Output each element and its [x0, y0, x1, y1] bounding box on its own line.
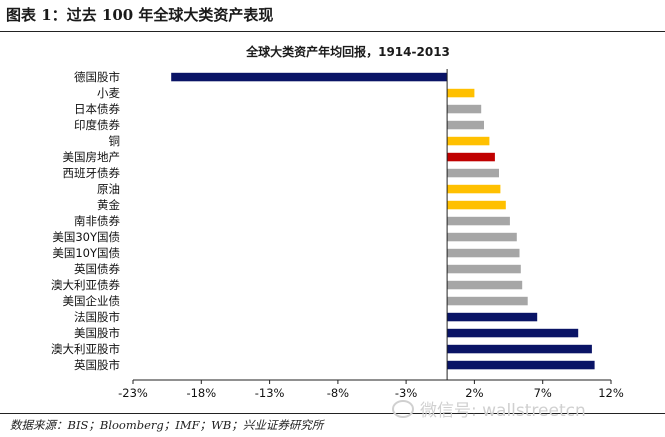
bar-10 [447, 216, 510, 226]
category-label-10: 南非债券 [74, 214, 120, 228]
x-tick-label-6: 2% [465, 386, 483, 400]
bar-8 [447, 184, 501, 194]
x-tick-label-8: 12% [598, 386, 624, 400]
category-label-6: 美国房地产 [63, 150, 121, 164]
x-tick-label-2: -18% [186, 386, 216, 400]
bar-16 [447, 312, 538, 322]
figure-title: 图表 1：过去 100 年全球大类资产表现 [6, 6, 274, 24]
x-tick-label-3: -13% [255, 386, 285, 400]
watermark-text: 微信号: wallstreetcn [420, 401, 586, 421]
bar-4 [447, 120, 484, 130]
category-label-4: 印度债券 [74, 118, 120, 132]
bar-18 [447, 344, 592, 354]
bar-17 [447, 328, 579, 338]
watermark: 微信号: wallstreetcn [392, 396, 586, 421]
x-axis: -23% -18% -13% -8% -3% 2% 7% 12% [118, 69, 624, 400]
bar-5 [447, 136, 490, 146]
category-label-11: 美国30Y国债 [52, 230, 120, 244]
bar-19 [447, 360, 595, 370]
category-label-17: 美国股市 [74, 326, 120, 340]
bars-layer [171, 72, 595, 370]
category-label-8: 原油 [97, 182, 120, 196]
category-label-15: 美国企业债 [63, 294, 121, 308]
category-label-13: 英国债券 [74, 262, 120, 276]
bar-12 [447, 248, 520, 258]
category-label-9: 黄金 [97, 198, 120, 212]
bar-13 [447, 264, 521, 274]
category-label-1: 德国股市 [74, 70, 120, 84]
bar-14 [447, 280, 523, 290]
category-label-19: 英国股市 [74, 358, 120, 372]
x-tick-label-5: -3% [395, 386, 417, 400]
bar-11 [447, 232, 517, 242]
bottom-rule [0, 413, 665, 414]
source-note: 数据来源：BIS；Bloomberg；IMF；WB；兴业证券研究所 [10, 418, 324, 432]
category-label-7: 西班牙债券 [63, 166, 121, 180]
bar-3 [447, 104, 482, 114]
category-label-3: 日本债券 [74, 102, 120, 116]
chart-title: 全球大类资产年均回报，1914-2013 [245, 44, 450, 59]
top-rule [0, 31, 665, 32]
bar-1 [171, 72, 448, 82]
bar-7 [447, 168, 499, 178]
bar-15 [447, 296, 528, 306]
bar-2 [447, 88, 475, 98]
category-labels: 德国股市小麦日本债券印度债券铜美国房地产西班牙债券原油黄金南非债券美国30Y国债… [51, 70, 120, 372]
x-tick-label-7: 7% [534, 386, 552, 400]
category-label-12: 美国10Y国债 [52, 246, 120, 260]
category-label-16: 法国股市 [74, 310, 120, 324]
category-label-2: 小麦 [97, 86, 120, 100]
category-label-5: 铜 [109, 134, 121, 148]
bar-9 [447, 200, 506, 210]
x-tick-label-4: -8% [327, 386, 349, 400]
bar-6 [447, 152, 495, 162]
category-label-14: 澳大利亚债券 [51, 278, 120, 292]
wechat-icon [392, 400, 414, 418]
category-label-18: 澳大利亚股市 [51, 342, 120, 356]
x-tick-label-1: -23% [118, 386, 148, 400]
